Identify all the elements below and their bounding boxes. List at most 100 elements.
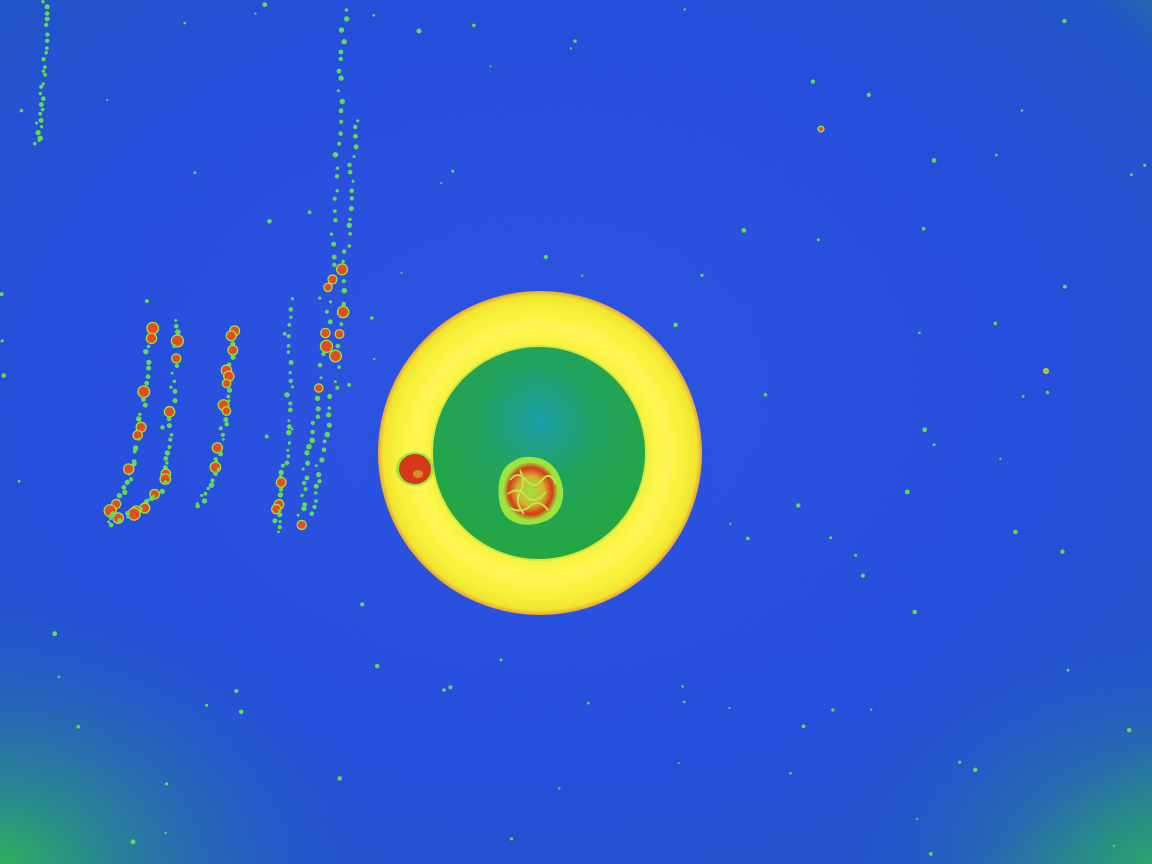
trail-particle: [328, 275, 337, 284]
trail-particle: [124, 464, 134, 474]
trail-particle: [335, 166, 340, 170]
trail-particle: [353, 133, 358, 139]
trail-particle: [344, 8, 349, 12]
trail-particle: [203, 491, 208, 496]
trail-particle: [347, 169, 353, 175]
trail-particle: [339, 98, 345, 105]
speck: [416, 28, 422, 34]
trail-particle: [146, 365, 152, 371]
trail-particle: [136, 422, 146, 432]
speck: [205, 703, 209, 707]
trail-particle: [336, 68, 342, 74]
speck: [995, 153, 998, 157]
speck: [818, 126, 824, 132]
speck: [921, 226, 926, 231]
trail-particle: [122, 489, 128, 495]
trail-particle: [117, 518, 122, 523]
speck: [569, 47, 572, 50]
trail-particle: [314, 395, 321, 402]
speck: [581, 274, 584, 277]
speck: [870, 708, 873, 711]
trail-particle: [169, 433, 174, 437]
trail-particle: [316, 472, 322, 478]
trail-particle: [167, 445, 172, 450]
trail-particle: [338, 307, 349, 317]
inner-green-disk: [431, 345, 647, 561]
trail-particle: [44, 16, 50, 22]
trail-particle: [147, 333, 156, 343]
trail-particle: [220, 432, 225, 437]
speck: [440, 182, 443, 185]
trail-particle: [277, 512, 283, 518]
speck: [374, 663, 380, 669]
trail-particle: [174, 324, 179, 329]
trail-particle: [43, 65, 47, 69]
trail-particle: [347, 162, 352, 168]
trail-particle: [341, 287, 348, 294]
speck: [52, 631, 58, 637]
trail-particle: [334, 380, 337, 383]
trail-particle: [349, 196, 354, 201]
trail-particle: [278, 469, 284, 476]
trail-particle: [315, 414, 321, 419]
trail-particle: [347, 244, 352, 248]
trail-particle: [166, 423, 172, 429]
trail-particle: [341, 279, 346, 284]
trail-particle: [132, 449, 137, 454]
trail-particle: [227, 387, 233, 393]
trail-particle: [302, 502, 307, 507]
trail-particle: [334, 174, 340, 179]
trail-particle: [147, 323, 158, 334]
speck: [254, 12, 257, 15]
trail-particle: [195, 503, 200, 509]
trail-particle: [352, 155, 356, 158]
trail-particle: [317, 362, 323, 368]
speck: [472, 23, 476, 28]
trail-particle: [213, 471, 218, 477]
trail-particle: [332, 152, 339, 158]
trail-particle: [223, 417, 229, 423]
trail-particle: [301, 505, 307, 512]
trail-particle: [331, 241, 337, 247]
trail-particle: [216, 467, 220, 471]
trail-particle: [174, 319, 178, 322]
trail-particle: [287, 424, 292, 430]
trail-particle: [286, 350, 291, 354]
trail-particle: [338, 131, 344, 136]
trail-particle: [284, 460, 290, 466]
speck: [916, 817, 919, 821]
trail-particle: [164, 450, 171, 456]
speck: [543, 254, 548, 260]
trail-particle: [172, 344, 177, 348]
speck: [854, 553, 858, 557]
speck: [1127, 728, 1132, 733]
trail-particle: [227, 399, 231, 402]
trail-particle: [37, 138, 41, 142]
trail-particle: [314, 499, 318, 503]
trail-particle: [309, 437, 316, 444]
speck: [796, 503, 801, 508]
trail-particle: [351, 179, 355, 183]
trail-particle: [348, 206, 354, 212]
trail-particle: [144, 380, 150, 386]
trail-particle: [341, 39, 347, 45]
trail-particle: [226, 394, 231, 399]
speck: [904, 489, 910, 495]
trail-particle: [226, 331, 236, 341]
trail-particle: [324, 309, 329, 314]
trail-particle: [168, 437, 173, 442]
trail-particle: [44, 11, 50, 16]
trail-particle: [338, 108, 344, 114]
speck: [193, 171, 197, 175]
trail-particle: [172, 379, 176, 383]
speck: [290, 427, 294, 431]
speck: [683, 8, 686, 11]
speck: [801, 724, 806, 729]
trail-particle: [304, 475, 310, 481]
trail-particle: [348, 217, 352, 222]
trail-particle: [327, 319, 333, 325]
speck: [144, 299, 149, 304]
trail-particle: [335, 330, 344, 338]
trail-particle: [284, 392, 290, 398]
